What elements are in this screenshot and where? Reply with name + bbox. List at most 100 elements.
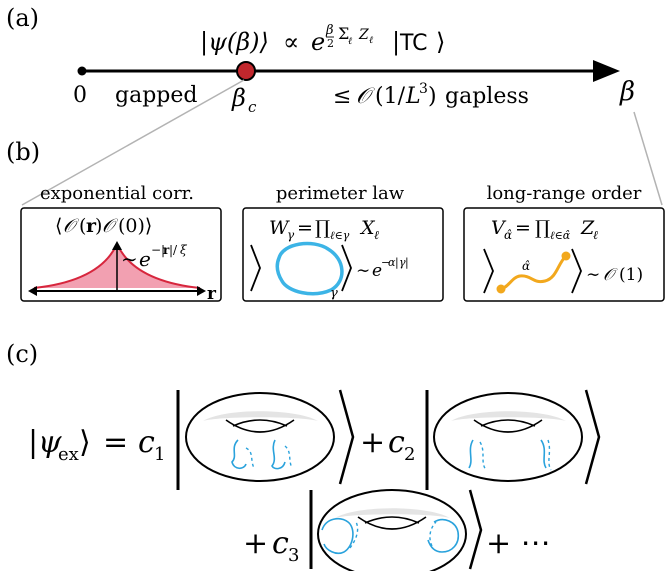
axis-arrowhead xyxy=(593,60,620,82)
svg-text:3: 3 xyxy=(419,81,428,97)
guide-line-right xyxy=(633,111,663,206)
state-equation: |ψ(β)⟩ ∝ e β 2 Σ ℓ Z ℓ | TC ⟩ xyxy=(200,23,445,57)
svg-text:∝: ∝ xyxy=(283,28,299,56)
svg-text:∏: ∏ xyxy=(535,217,550,239)
svg-text:∼: ∼ xyxy=(586,265,600,285)
origin-dot xyxy=(77,66,87,76)
svg-text:1: 1 xyxy=(154,444,165,465)
svg-text:(: ( xyxy=(79,215,86,237)
svg-text:|/: |/ xyxy=(169,243,178,257)
svg-text:2: 2 xyxy=(327,37,334,50)
r-axis-label: r xyxy=(207,284,217,304)
excited-state-lhs: | ψ ex ⟩ = xyxy=(28,425,128,465)
svg-text:TC: TC xyxy=(399,31,428,56)
svg-text:V: V xyxy=(491,217,507,239)
box-exponential-corr-title: exponential corr. xyxy=(40,183,194,204)
svg-text:|: | xyxy=(392,28,400,57)
beta-axis-label: β xyxy=(619,77,635,107)
svg-text:α: α xyxy=(388,256,396,269)
svg-text:e: e xyxy=(311,28,325,56)
svg-text:ℓ: ℓ xyxy=(374,228,379,242)
guide-line-left xyxy=(21,79,245,206)
svg-text:|ψ(β)⟩: |ψ(β)⟩ xyxy=(200,28,269,57)
svg-text:e: e xyxy=(372,261,382,281)
svg-text:γ: γ xyxy=(287,228,295,242)
panel-c: (c) | ψ ex ⟩ = c 1 + c 2 xyxy=(6,340,601,571)
box-exponential-corr: exponential corr. ⟨ 𝒪 ( r ) 𝒪 (0)⟩ r ∼ e xyxy=(20,183,222,304)
svg-text:X: X xyxy=(359,217,376,239)
critical-label: β c xyxy=(231,84,257,116)
torus-2 xyxy=(433,392,583,482)
svg-text:ℓ: ℓ xyxy=(369,35,373,46)
wilson-loop-expression: W γ = ∏ ℓ∈γ X ℓ xyxy=(269,217,379,242)
svg-text:W: W xyxy=(269,217,290,239)
svg-text:c: c xyxy=(272,526,289,561)
string-endpoint-left xyxy=(496,284,506,294)
box-long-range-order-title: long-range order xyxy=(487,183,642,204)
string-label: α̂ xyxy=(522,259,530,273)
svg-text:ℓ: ℓ xyxy=(593,228,598,242)
svg-text:gapless: gapless xyxy=(445,84,529,109)
svg-text:r: r xyxy=(86,215,97,237)
coefficient-c3: c 3 xyxy=(272,526,299,566)
box-perimeter-law-title: perimeter law xyxy=(276,183,405,204)
svg-text:L: L xyxy=(405,84,421,109)
svg-text:2: 2 xyxy=(404,444,415,465)
svg-text:=: = xyxy=(515,217,531,239)
svg-text:(1/: (1/ xyxy=(375,84,406,109)
svg-text:α̂: α̂ xyxy=(504,228,512,242)
svg-text:|: | xyxy=(28,425,38,460)
svg-text:c: c xyxy=(388,425,405,460)
panel-a: (a) |ψ(β)⟩ ∝ e β 2 Σ ℓ Z ℓ | TC ⟩ 0 gapp… xyxy=(6,4,663,206)
svg-text:ℓ∈γ: ℓ∈γ xyxy=(330,229,350,242)
svg-text:): ) xyxy=(428,84,437,109)
svg-text:|: | xyxy=(405,256,409,270)
svg-text:ex: ex xyxy=(58,444,79,465)
svg-text:Z: Z xyxy=(580,217,595,239)
svg-text:3: 3 xyxy=(288,545,299,566)
ellipsis: + ⋯ xyxy=(486,526,551,561)
perimeter-law-scaling: ∼ e − α | γ | xyxy=(356,256,409,281)
svg-text:(0)⟩: (0)⟩ xyxy=(118,215,152,237)
correlator-expression: ⟨ 𝒪 ( r ) 𝒪 (0)⟩ xyxy=(55,215,152,237)
plus-sign-2: + xyxy=(243,526,268,561)
svg-text:=: = xyxy=(103,425,128,460)
svg-text:⟨: ⟨ xyxy=(55,215,62,237)
svg-text:): ) xyxy=(95,215,102,237)
string-operator-expression: V α̂ = ∏ ℓ∈α̂ Z ℓ xyxy=(491,217,598,242)
svg-text:(1): (1) xyxy=(619,265,643,285)
svg-text:ℓ∈α̂: ℓ∈α̂ xyxy=(550,229,571,242)
svg-text:c: c xyxy=(248,98,257,116)
string-endpoint-right xyxy=(561,251,571,261)
svg-text:β: β xyxy=(325,23,334,38)
svg-text:−|: −| xyxy=(151,243,165,257)
box-long-range-order: long-range order V α̂ = ∏ ℓ∈α̂ Z ℓ α̂ ∼ … xyxy=(463,183,665,302)
svg-text:r: r xyxy=(163,243,170,257)
svg-text:ξ: ξ xyxy=(180,243,188,257)
svg-text:⟩: ⟩ xyxy=(436,28,445,56)
svg-text:−: − xyxy=(381,256,390,269)
svg-text:𝒪: 𝒪 xyxy=(356,84,375,109)
loop-label: γ xyxy=(330,286,338,301)
svg-text:e: e xyxy=(139,247,151,271)
svg-text:∏: ∏ xyxy=(315,217,330,239)
svg-text:c: c xyxy=(138,425,155,460)
gapped-label: gapped xyxy=(115,83,197,108)
svg-text:γ: γ xyxy=(399,256,406,269)
svg-text:≤: ≤ xyxy=(333,84,351,109)
gapless-label: ≤ 𝒪 (1/ L 3 ) gapless xyxy=(333,81,529,109)
svg-text:Σ: Σ xyxy=(338,24,349,43)
svg-text:Z: Z xyxy=(358,27,369,43)
svg-text:|: | xyxy=(395,256,399,270)
svg-text:β: β xyxy=(231,84,246,112)
box-perimeter-law: perimeter law W γ = ∏ ℓ∈γ X ℓ γ ∼ e − α … xyxy=(242,183,444,302)
panel-b-label: (b) xyxy=(6,138,40,166)
svg-text:∼: ∼ xyxy=(121,247,138,271)
critical-point xyxy=(236,61,256,81)
panel-a-label: (a) xyxy=(6,4,39,32)
torus-3 xyxy=(317,489,467,571)
svg-text:ℓ: ℓ xyxy=(348,36,352,47)
plus-sign-1: + xyxy=(360,425,385,460)
svg-text:⟩: ⟩ xyxy=(79,425,91,460)
